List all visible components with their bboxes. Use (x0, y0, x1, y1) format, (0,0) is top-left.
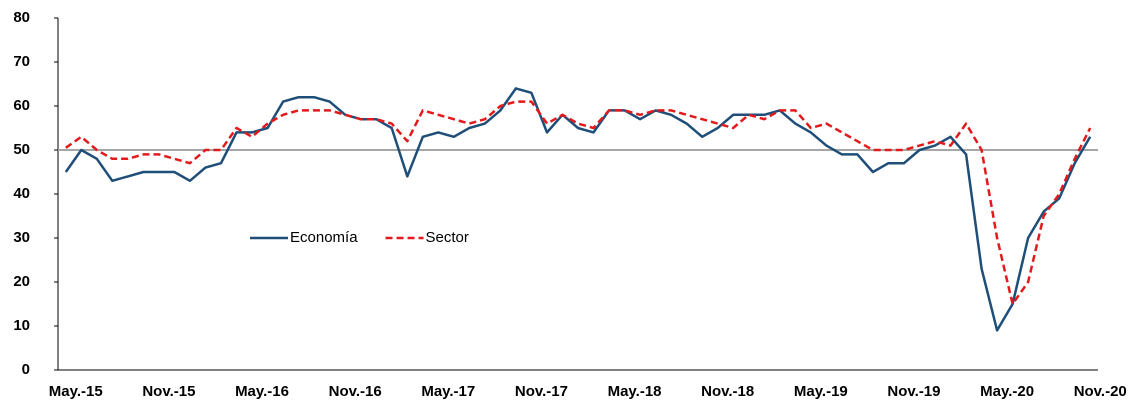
y-tick-label: 0 (22, 361, 30, 378)
y-tick-label: 60 (13, 97, 30, 114)
x-tick-label: Nov.-19 (887, 383, 940, 400)
x-tick-label: Nov.-18 (701, 383, 754, 400)
x-tick-label: Nov.-16 (329, 383, 382, 400)
y-tick-label: 80 (13, 9, 30, 26)
series-line (65, 100, 1092, 306)
x-tick-label: Nov.-17 (515, 383, 568, 400)
x-tick-label: May.-19 (794, 383, 848, 400)
series-line (64, 87, 1092, 332)
legend-label: Economía (290, 229, 358, 246)
x-tick-label: May.-16 (235, 383, 289, 400)
x-tick-label: Nov.-20 (1074, 383, 1127, 400)
x-tick-label: May.-20 (980, 383, 1034, 400)
legend-label: Sector (426, 229, 469, 246)
x-tick-label: May.-18 (608, 383, 662, 400)
y-tick-label: 50 (13, 141, 30, 158)
y-tick-label: 10 (13, 317, 30, 334)
x-tick-label: May.-15 (49, 383, 103, 400)
y-tick-label: 30 (13, 229, 30, 246)
y-tick-label: 40 (13, 185, 30, 202)
x-tick-label: Nov.-15 (142, 383, 195, 400)
y-tick-label: 70 (13, 53, 30, 70)
y-tick-label: 20 (13, 273, 30, 290)
x-tick-label: May.-17 (421, 383, 475, 400)
